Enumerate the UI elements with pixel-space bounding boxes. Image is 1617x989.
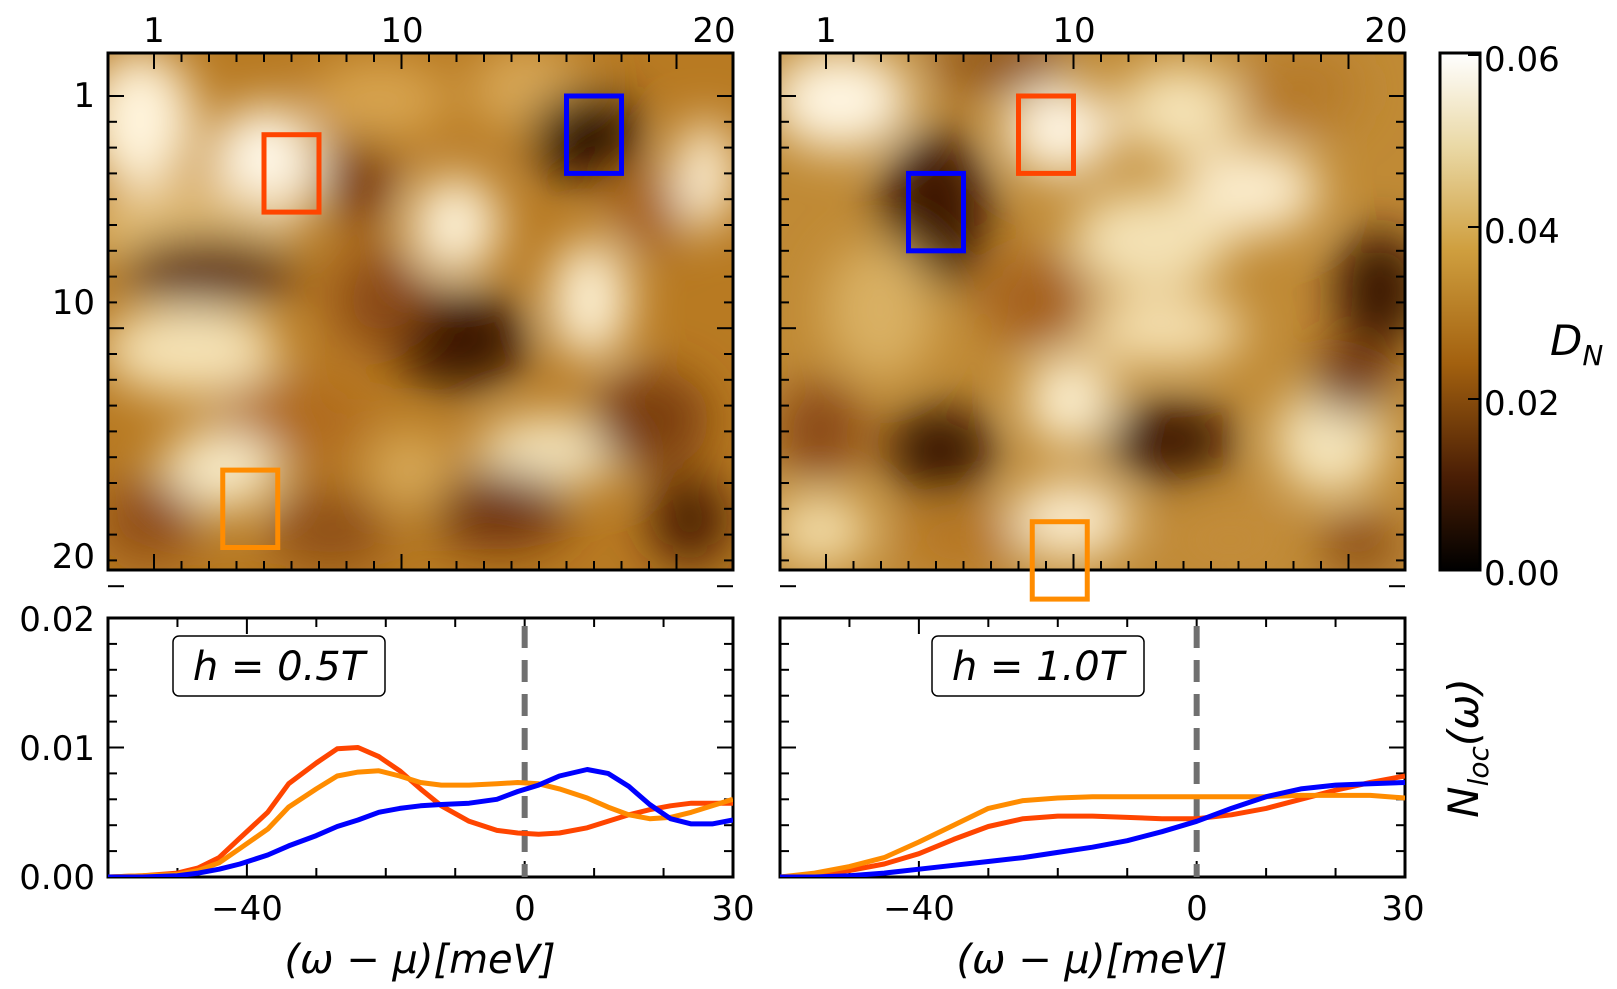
- legend-left-text: h = 0.5T: [193, 644, 369, 690]
- series-line: [780, 773, 1405, 877]
- heatmap-right-frame: [778, 51, 1407, 572]
- highlight-box: [261, 132, 322, 215]
- heatmap-right-ticks: [780, 53, 1405, 588]
- cbar-label-002: 0.02: [1484, 384, 1560, 424]
- heatmap-left-frame: [106, 51, 735, 572]
- hm-right-xtick-20: 20: [1364, 11, 1407, 51]
- ln-right-xlabel: (ω − μ)[meV]: [956, 937, 1227, 983]
- series-line: [780, 792, 1405, 877]
- ln-left-ytick-000: 0.00: [19, 858, 95, 898]
- colorbar: 0.06 0.04 0.02 0.00 DN: [1438, 40, 1603, 594]
- hm-left-xtick-20: 20: [692, 11, 735, 51]
- heatmap-left: 1 10 20 1 10 20: [52, 11, 736, 588]
- colorbar-title: DN: [1550, 316, 1603, 372]
- ln-right-xtick-m40: −40: [883, 889, 955, 929]
- hm-left-xtick-10: 10: [380, 11, 423, 51]
- hm-left-ytick-20: 20: [52, 537, 95, 577]
- heatmap-right: 1 10 20: [778, 11, 1408, 602]
- heatmap-left-texture: [108, 53, 733, 570]
- highlight-box: [1029, 519, 1090, 602]
- line-plot-left: h = 0.5T 0.00 0.01 0.02 −40 0 30 (ω − μ)…: [19, 600, 754, 983]
- hm-right-xtick-1: 1: [815, 11, 837, 51]
- line-left-ticks: [107, 617, 734, 878]
- line-right-ticks: [779, 617, 1406, 878]
- hm-left-xtick-1: 1: [143, 11, 165, 51]
- ln-left-xtick-30: 30: [711, 889, 754, 929]
- ln-right-xtick-30: 30: [1381, 889, 1424, 929]
- ln-right-ylabel: Nloc(ω): [1439, 678, 1495, 818]
- ln-left-xtick-0: 0: [514, 889, 536, 929]
- series-line: [780, 780, 1405, 877]
- colorbar-gradient: [1438, 51, 1482, 572]
- highlight-box: [220, 467, 281, 551]
- line-plot-right: h = 1.0T −40 0 30 (ω − μ)[meV] Nloc(ω): [778, 616, 1495, 983]
- heatmap-right-boxes: [906, 93, 1090, 602]
- highlight-box: [1016, 93, 1076, 176]
- ln-left-xlabel: (ω − μ)[meV]: [284, 937, 555, 983]
- cbar-label-004: 0.04: [1484, 212, 1560, 252]
- ln-left-xtick-m40: −40: [211, 889, 283, 929]
- highlight-box: [564, 93, 624, 176]
- legend-box-left: h = 0.5T: [172, 635, 386, 697]
- hm-left-ytick-1: 1: [73, 76, 95, 116]
- ln-left-ytick-002: 0.02: [19, 600, 95, 640]
- series-line: [108, 768, 733, 877]
- hm-left-ytick-10: 10: [52, 283, 95, 323]
- line-right-series: [780, 626, 1405, 877]
- ln-left-ytick-001: 0.01: [19, 729, 95, 769]
- legend-right-text: h = 1.0T: [952, 644, 1128, 690]
- heatmap-left-ticks: [108, 53, 733, 588]
- highlight-box: [906, 170, 966, 254]
- hm-right-xtick-10: 10: [1052, 11, 1095, 51]
- series-line: [108, 767, 733, 877]
- heatmap-left-boxes: [220, 93, 624, 551]
- heatmap-right-texture: [780, 53, 1405, 570]
- series-line: [108, 745, 733, 877]
- line-left-series: [108, 626, 733, 877]
- cbar-label-006: 0.06: [1484, 40, 1560, 80]
- cbar-label-000: 0.00: [1484, 554, 1560, 594]
- ln-right-xtick-0: 0: [1186, 889, 1208, 929]
- legend-box-right: h = 1.0T: [931, 635, 1145, 697]
